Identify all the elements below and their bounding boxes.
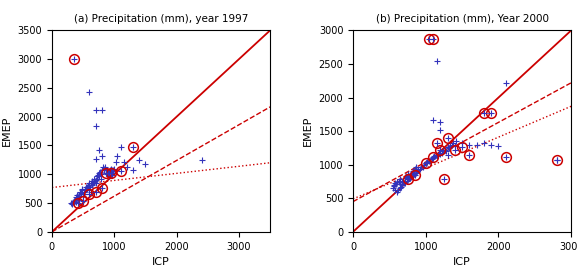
X-axis label: ICP: ICP — [152, 257, 170, 267]
Y-axis label: EMEP: EMEP — [303, 116, 313, 146]
Y-axis label: EMEP: EMEP — [2, 116, 12, 146]
Title: (b) Precipitation (mm), Year 2000: (b) Precipitation (mm), Year 2000 — [376, 14, 549, 24]
Title: (a) Precipitation (mm), year 1997: (a) Precipitation (mm), year 1997 — [74, 14, 248, 24]
X-axis label: ICP: ICP — [454, 257, 471, 267]
